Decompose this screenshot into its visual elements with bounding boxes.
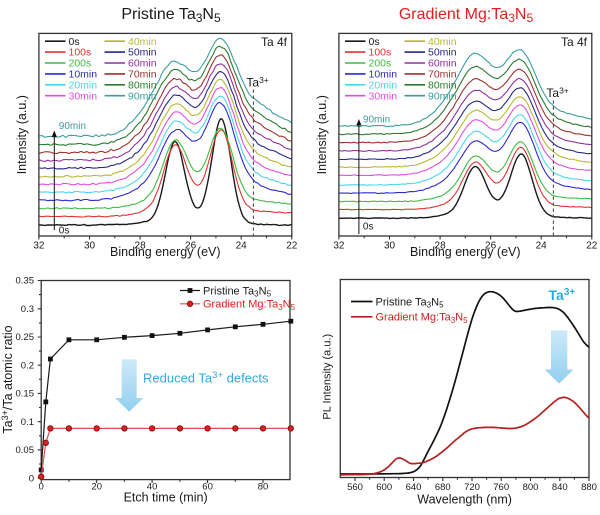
svg-text:50min: 50min xyxy=(428,47,457,59)
svg-text:0s: 0s xyxy=(59,226,70,237)
svg-text:0.15: 0.15 xyxy=(16,389,35,400)
svg-text:100s: 100s xyxy=(369,47,392,59)
svg-text:40min: 40min xyxy=(428,36,457,48)
svg-text:560: 560 xyxy=(347,482,363,493)
svg-text:90min: 90min xyxy=(128,90,157,102)
svg-text:22: 22 xyxy=(586,241,598,252)
svg-text:0: 0 xyxy=(29,473,34,484)
svg-text:28: 28 xyxy=(135,241,147,252)
svg-text:0.05: 0.05 xyxy=(16,445,35,456)
svg-text:800: 800 xyxy=(523,482,539,493)
svg-text:70min: 70min xyxy=(128,69,157,81)
svg-text:Wavelength (nm): Wavelength (nm) xyxy=(417,493,512,507)
svg-text:760: 760 xyxy=(493,482,509,493)
svg-text:200s: 200s xyxy=(69,58,92,70)
svg-text:50min: 50min xyxy=(128,47,157,59)
svg-text:PL Intensity (a.u.): PL Intensity (a.u.) xyxy=(322,334,334,420)
svg-text:Intensity (a.u.): Intensity (a.u.) xyxy=(315,95,329,174)
svg-text:0.2: 0.2 xyxy=(21,360,34,371)
svg-text:0.1: 0.1 xyxy=(21,417,34,428)
svg-text:60min: 60min xyxy=(428,58,457,70)
svg-text:24: 24 xyxy=(536,241,548,252)
svg-text:640: 640 xyxy=(406,482,422,493)
svg-text:22: 22 xyxy=(286,241,298,252)
svg-text:0s: 0s xyxy=(69,36,80,48)
svg-text:26: 26 xyxy=(185,241,197,252)
svg-text:600: 600 xyxy=(376,482,392,493)
svg-text:680: 680 xyxy=(435,482,451,493)
svg-text:30min: 30min xyxy=(69,90,98,102)
svg-text:80min: 80min xyxy=(428,79,457,91)
svg-text:880: 880 xyxy=(581,482,597,493)
svg-text:Gradient Mg:Ta3N5: Gradient Mg:Ta3N5 xyxy=(203,299,296,312)
svg-text:32: 32 xyxy=(33,241,45,252)
svg-text:0s: 0s xyxy=(369,36,380,48)
svg-text:24: 24 xyxy=(236,241,248,252)
svg-text:Gradient Mg:Ta3N5: Gradient Mg:Ta3N5 xyxy=(399,6,534,25)
svg-text:Ta 4f: Ta 4f xyxy=(261,35,288,49)
svg-text:Gradient Mg:Ta3N5: Gradient Mg:Ta3N5 xyxy=(376,312,469,325)
svg-text:Binding energy (eV): Binding energy (eV) xyxy=(410,245,520,259)
svg-text:10min: 10min xyxy=(69,69,98,81)
svg-text:0: 0 xyxy=(39,481,44,492)
svg-text:90min: 90min xyxy=(59,121,86,132)
svg-text:Reduced Ta3+ defects: Reduced Ta3+ defects xyxy=(143,370,269,386)
svg-text:Pristine Ta3N5: Pristine Ta3N5 xyxy=(376,296,445,309)
svg-text:0.35: 0.35 xyxy=(16,276,35,287)
svg-text:30: 30 xyxy=(384,241,396,252)
svg-text:80: 80 xyxy=(258,481,269,492)
svg-text:80min: 80min xyxy=(128,79,157,91)
svg-text:20min: 20min xyxy=(369,79,398,91)
svg-text:60min: 60min xyxy=(128,58,157,70)
svg-text:Pristine Ta3N5: Pristine Ta3N5 xyxy=(203,285,272,298)
svg-text:32: 32 xyxy=(333,241,345,252)
svg-text:0s: 0s xyxy=(363,222,374,233)
svg-text:100s: 100s xyxy=(69,47,92,59)
svg-text:Ta3+/Ta atomic ratio: Ta3+/Ta atomic ratio xyxy=(0,325,15,433)
svg-text:Etch time (min): Etch time (min) xyxy=(124,491,208,505)
svg-text:840: 840 xyxy=(552,482,568,493)
svg-text:28: 28 xyxy=(435,241,447,252)
svg-text:10min: 10min xyxy=(369,69,398,81)
svg-text:90min: 90min xyxy=(428,90,457,102)
svg-text:20: 20 xyxy=(91,481,102,492)
svg-text:40: 40 xyxy=(147,481,158,492)
svg-text:30: 30 xyxy=(84,241,96,252)
svg-text:Ta 4f: Ta 4f xyxy=(561,35,588,49)
svg-text:26: 26 xyxy=(485,241,497,252)
svg-text:60: 60 xyxy=(202,481,213,492)
svg-text:20min: 20min xyxy=(69,79,98,91)
svg-text:30min: 30min xyxy=(369,90,398,102)
svg-text:720: 720 xyxy=(464,482,480,493)
svg-text:Pristine Ta3N5: Pristine Ta3N5 xyxy=(121,6,221,25)
svg-text:40min: 40min xyxy=(128,36,157,48)
svg-text:70min: 70min xyxy=(428,69,457,81)
svg-text:90min: 90min xyxy=(363,115,390,126)
svg-text:Binding energy (eV): Binding energy (eV) xyxy=(110,245,220,259)
svg-text:0.3: 0.3 xyxy=(21,304,34,315)
svg-text:0.25: 0.25 xyxy=(16,332,35,343)
svg-text:Intensity (a.u.): Intensity (a.u.) xyxy=(15,95,29,174)
svg-text:200s: 200s xyxy=(369,58,392,70)
